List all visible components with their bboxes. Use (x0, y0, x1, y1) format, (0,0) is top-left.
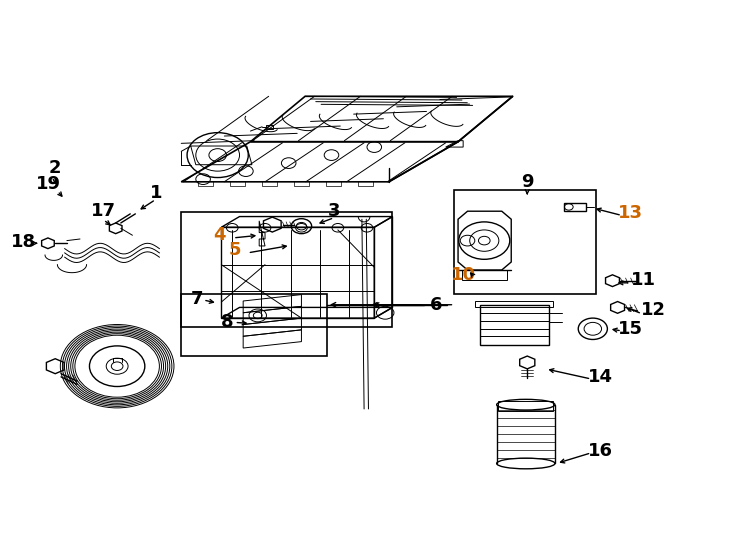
Text: 10: 10 (451, 266, 476, 285)
Text: 7: 7 (190, 291, 203, 308)
Text: 19: 19 (35, 176, 60, 193)
Text: 6: 6 (430, 296, 443, 314)
Text: 16: 16 (588, 442, 613, 460)
Text: 5: 5 (228, 241, 241, 259)
Bar (230, 181, 244, 186)
Bar (498, 401, 553, 411)
Bar (358, 181, 373, 186)
Text: 15: 15 (618, 320, 643, 338)
Bar (326, 181, 341, 186)
Bar (454, 190, 597, 294)
Bar (181, 212, 393, 327)
Bar (564, 203, 586, 211)
Bar (198, 181, 213, 186)
Text: 14: 14 (588, 368, 613, 386)
Bar (262, 181, 277, 186)
Bar (480, 305, 549, 345)
Bar (181, 294, 327, 355)
Bar (475, 301, 553, 307)
Bar (294, 181, 309, 186)
Text: 9: 9 (521, 173, 534, 191)
Text: 11: 11 (631, 271, 656, 288)
Text: 3: 3 (328, 202, 341, 220)
Bar (462, 270, 507, 280)
Bar (266, 125, 273, 129)
Text: 13: 13 (618, 204, 643, 222)
Text: 12: 12 (641, 301, 666, 319)
Text: 4: 4 (214, 226, 226, 244)
Text: 1: 1 (150, 184, 162, 201)
Text: 17: 17 (91, 202, 116, 220)
Text: 18: 18 (10, 233, 36, 251)
Text: 8: 8 (221, 313, 233, 331)
Text: 2: 2 (49, 159, 62, 178)
